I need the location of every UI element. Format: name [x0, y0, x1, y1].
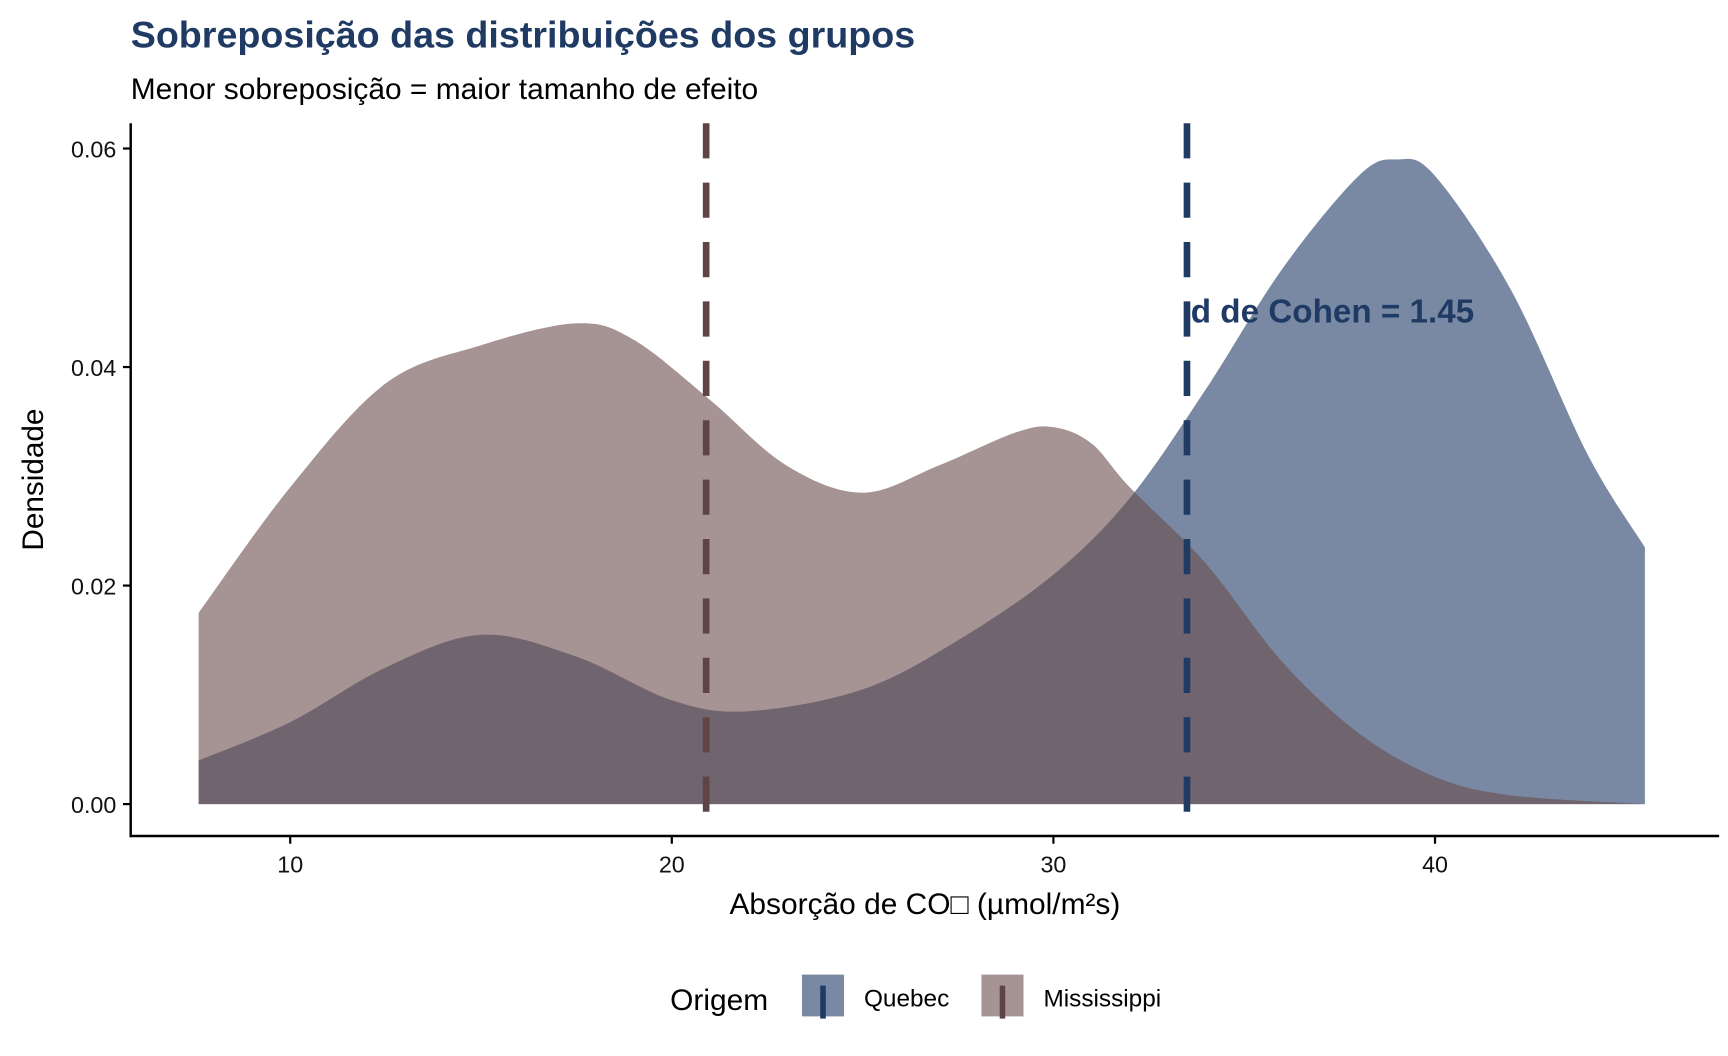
y-tick-label: 0.02 — [71, 573, 116, 599]
chart-subtitle: Menor sobreposição = maior tamanho de ef… — [131, 73, 758, 106]
x-tick-label: 10 — [277, 851, 303, 877]
y-axis-label: Densidade — [17, 409, 50, 551]
legend-label-mississippi: Mississippi — [1043, 986, 1161, 1013]
y-tick-label: 0.00 — [71, 792, 116, 818]
legend-item-mississippi[interactable]: Mississippi — [981, 974, 1161, 1019]
x-tick-label: 30 — [1040, 851, 1066, 877]
x-axis-label: Absorção de CO□ (µmol/m²s) — [729, 888, 1120, 921]
legend-label-quebec: Quebec — [864, 986, 949, 1013]
y-axis-ticks: 0.00 0.02 0.04 0.06 — [71, 136, 131, 818]
x-axis-ticks: 10 20 30 40 — [277, 836, 1448, 877]
cohen-d-annotation: d de Cohen = 1.45 — [1191, 293, 1474, 330]
chart-title: Sobreposição das distribuições dos grupo… — [131, 13, 915, 55]
y-tick-label: 0.04 — [71, 355, 116, 381]
y-tick-label: 0.06 — [71, 136, 116, 162]
legend-item-quebec[interactable]: Quebec — [801, 974, 949, 1019]
mean-lines — [702, 123, 1191, 837]
density-area-quebec — [198, 158, 1645, 805]
legend: Origem Quebec Mississippi — [670, 974, 1161, 1019]
x-tick-label: 40 — [1422, 851, 1448, 877]
legend-title: Origem — [670, 984, 768, 1017]
density-areas — [198, 158, 1645, 805]
x-tick-label: 20 — [659, 851, 685, 877]
density-area-mississippi — [198, 323, 1645, 805]
